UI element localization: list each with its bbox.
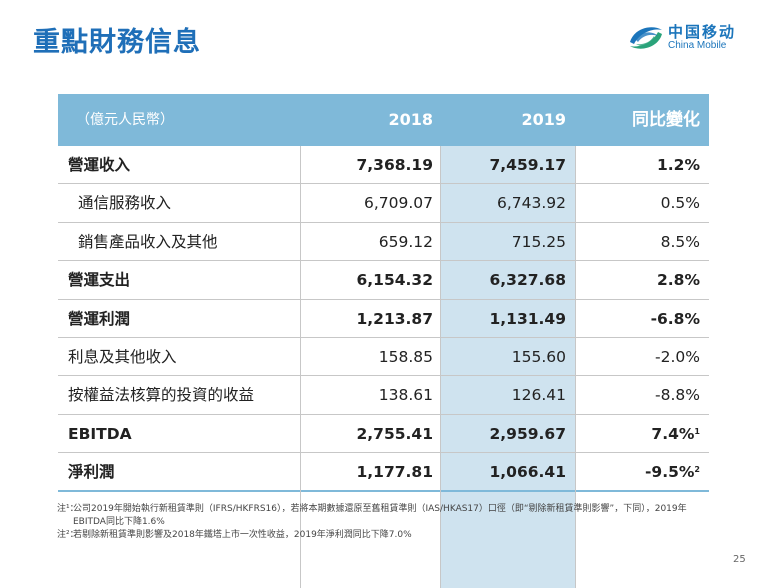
row-label: 營運收入 <box>68 156 131 174</box>
column-divider <box>440 146 441 588</box>
footnote-marker: 2 <box>694 465 700 475</box>
table-row: 營運收入 7,368.19 7,459.17 1.2% <box>58 146 709 185</box>
value-2018: 2,755.41 <box>356 424 434 443</box>
column-divider <box>300 146 301 588</box>
value-2018: 6,709.07 <box>363 194 433 213</box>
table-row: 營運利潤 1,213.87 1,131.49 -6.8% <box>58 300 709 338</box>
yoy-text: 7.4% <box>651 424 695 443</box>
highlight-column-2019 <box>440 146 575 588</box>
row-label: 營運利潤 <box>68 309 131 328</box>
header-unit: （億元人民幣） <box>76 112 174 128</box>
header-2019: 2019 <box>521 110 566 129</box>
footnote-mark: 注²： <box>57 530 79 540</box>
table-header: （億元人民幣） 2018 2019 同比變化 <box>58 94 709 146</box>
column-divider <box>575 146 576 588</box>
yoy-text: -8.8% <box>655 386 700 405</box>
value-2019: 1,066.41 <box>489 463 567 482</box>
china-mobile-logo: 中国移动 China Mobile <box>626 18 742 58</box>
value-yoy: -2.0% <box>575 338 700 376</box>
table-row: 利息及其他收入 158.85 155.60 -2.0% <box>58 338 709 377</box>
value-2018: 7,368.19 <box>356 156 434 174</box>
value-2018: 158.85 <box>378 347 433 366</box>
table-row: 按權益法核算的投資的收益 138.61 126.41 -8.8% <box>58 376 709 415</box>
header-2018: 2018 <box>388 110 433 129</box>
value-2019: 6,743.92 <box>496 194 566 213</box>
footnote-text: 若剔除新租賃準則影響及2018年鐵塔上市一次性收益，2019年淨利潤同比下降7.… <box>73 530 412 540</box>
value-2019: 715.25 <box>511 232 566 251</box>
table-row: EBITDA 2,755.41 2,959.67 7.4%1 <box>58 415 709 454</box>
row-label: 通信服務收入 <box>78 194 172 213</box>
yoy-text: 2.8% <box>657 271 700 290</box>
value-yoy: -8.8% <box>575 376 700 414</box>
row-label: 淨利潤 <box>68 463 115 482</box>
china-mobile-logo-icon <box>630 27 662 49</box>
header-yoy-change: 同比變化 <box>632 110 700 130</box>
value-yoy: 1.2% <box>575 146 700 184</box>
value-2019: 155.60 <box>511 347 566 366</box>
value-yoy: 7.4%1 <box>575 415 700 453</box>
yoy-text: 0.5% <box>660 194 700 213</box>
yoy-text: 8.5% <box>660 232 700 251</box>
value-yoy: 0.5% <box>575 184 700 222</box>
value-2019: 126.41 <box>511 386 566 405</box>
value-yoy: -6.8% <box>575 300 700 338</box>
yoy-text: -6.8% <box>650 309 700 328</box>
value-yoy: -9.5%2 <box>575 453 700 491</box>
logo-english-text: China Mobile <box>668 40 727 51</box>
footnote-text: 公司2019年開始執行新租賃準則（IFRS/HKFRS16），若將本期數據還原至… <box>73 504 687 527</box>
row-label: 利息及其他收入 <box>68 347 177 366</box>
page-number: 25 <box>733 554 746 565</box>
value-2018: 1,177.81 <box>356 463 434 482</box>
value-2018: 138.61 <box>378 386 433 405</box>
table-row: 通信服務收入 6,709.07 6,743.92 0.5% <box>58 184 709 223</box>
value-2018: 1,213.87 <box>356 309 434 328</box>
value-yoy: 8.5% <box>575 223 700 261</box>
logo-chinese-text: 中国移动 <box>668 23 737 41</box>
footnote-1: 注¹： 公司2019年開始執行新租賃準則（IFRS/HKFRS16），若將本期數… <box>57 503 707 529</box>
table-row: 營運支出 6,154.32 6,327.68 2.8% <box>58 261 709 300</box>
value-yoy: 2.8% <box>575 261 700 299</box>
footnote-marker: 1 <box>694 426 700 436</box>
footnotes: 注¹： 公司2019年開始執行新租賃準則（IFRS/HKFRS16），若將本期數… <box>57 503 707 542</box>
value-2019: 6,327.68 <box>489 271 567 290</box>
financial-table: （億元人民幣） 2018 2019 同比變化 營運收入 7,368.19 7,4… <box>58 94 709 588</box>
value-2019: 7,459.17 <box>489 156 567 174</box>
page-title: 重點財務信息 <box>33 27 201 58</box>
yoy-text: -9.5% <box>645 463 695 482</box>
row-label: 銷售產品收入及其他 <box>78 232 218 251</box>
value-2018: 6,154.32 <box>356 271 434 290</box>
footnote-2: 注²： 若剔除新租賃準則影響及2018年鐵塔上市一次性收益，2019年淨利潤同比… <box>57 529 707 542</box>
yoy-text: 1.2% <box>657 156 700 174</box>
yoy-text: -2.0% <box>655 347 700 366</box>
footnote-mark: 注¹： <box>57 504 79 514</box>
row-label: 按權益法核算的投資的收益 <box>68 386 255 405</box>
value-2019: 2,959.67 <box>489 424 567 443</box>
value-2019: 1,131.49 <box>489 309 567 328</box>
value-2018: 659.12 <box>378 232 433 251</box>
table-row: 銷售產品收入及其他 659.12 715.25 8.5% <box>58 223 709 262</box>
row-label: 營運支出 <box>68 271 131 290</box>
row-label: EBITDA <box>68 424 132 443</box>
table-row: 淨利潤 1,177.81 1,066.41 -9.5%2 <box>58 453 709 492</box>
